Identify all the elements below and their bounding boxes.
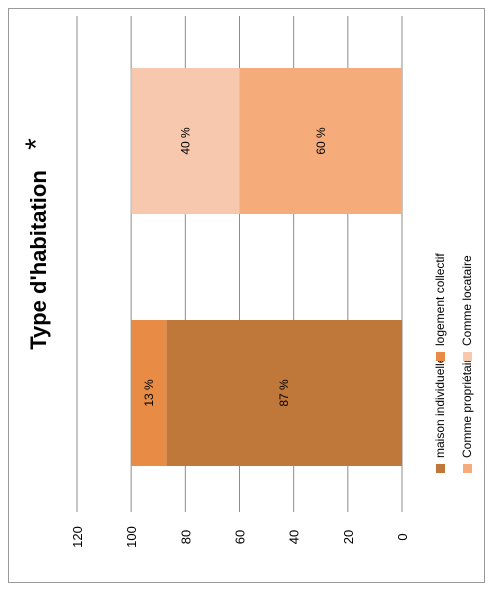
bar-segment (131, 320, 167, 466)
bar-segment (166, 320, 402, 466)
bar-segment (239, 68, 402, 214)
legend-swatch (436, 464, 445, 473)
y-axis-ticks: 0 20 40 60 80 100 120 (70, 526, 410, 548)
y-tick-label: 20 (341, 530, 356, 544)
legend-swatch (436, 352, 445, 361)
legend-swatch (463, 352, 472, 361)
data-label: 60 % (314, 127, 328, 155)
legend-label: logement collectif (433, 253, 447, 346)
y-tick-label: 100 (124, 526, 139, 548)
legend-label: Comme propriétaire (460, 352, 474, 458)
y-tick-label: 80 (178, 530, 193, 544)
chart-title: Type d'habitation (26, 170, 51, 350)
legend-label: maison individuelle (433, 356, 447, 458)
bars: 87 % 13 % 60 % 40 % (131, 68, 402, 466)
bar-segment (131, 68, 240, 214)
y-tick-label: 60 (233, 530, 248, 544)
y-tick-label: 0 (395, 533, 410, 540)
y-tick-label: 40 (287, 530, 302, 544)
data-label: 13 % (142, 379, 156, 407)
legend: maison individuelle logement collectif Com… (433, 253, 474, 473)
legend-label: Comme locataire (460, 255, 474, 346)
legend-swatch (463, 464, 472, 473)
data-label: 40 % (178, 127, 192, 155)
title-mark: * (20, 138, 53, 150)
data-label: 87 % (277, 379, 291, 407)
y-tick-label: 120 (70, 526, 85, 548)
